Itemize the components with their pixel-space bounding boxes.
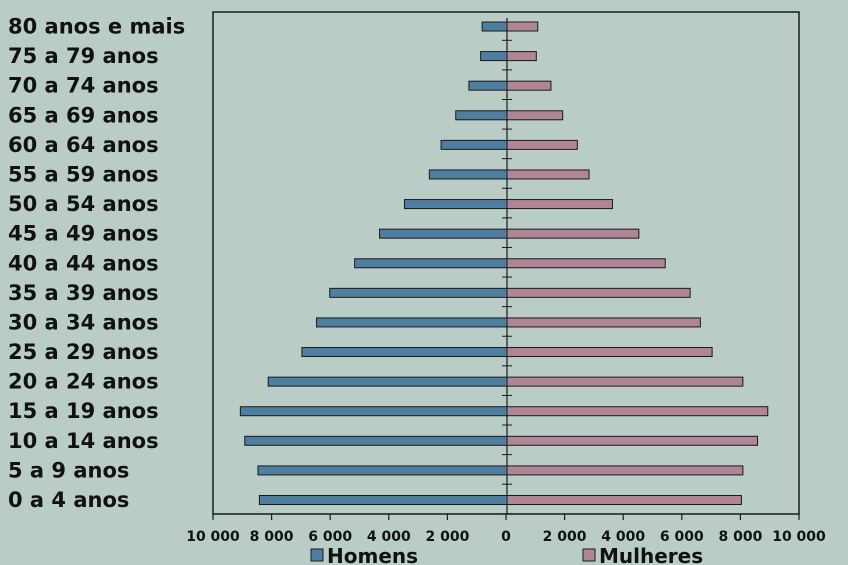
- x-tick-label: 0: [501, 529, 511, 545]
- age-group-label: 15 a 19 anos: [8, 399, 159, 423]
- legend-swatch-homens: [310, 548, 324, 562]
- x-tick-label: 10 000: [772, 529, 826, 545]
- bar-homens: [244, 435, 508, 446]
- bar-homens: [468, 80, 508, 91]
- bar-homens: [257, 465, 508, 476]
- bar-homens: [258, 495, 508, 505]
- age-group-label: 20 a 24 anos: [8, 370, 159, 394]
- bar-mulheres: [506, 495, 742, 505]
- bar-mulheres: [506, 80, 552, 91]
- bar-homens: [316, 317, 508, 328]
- bar-mulheres: [506, 465, 744, 476]
- age-group-label: 45 a 49 anos: [8, 222, 159, 246]
- age-group-labels: 80 anos e mais 75 a 79 anos 70 a 74 anos 65…: [8, 15, 185, 513]
- bar-mulheres: [506, 169, 590, 180]
- x-tick-label: 4 000: [367, 529, 411, 545]
- bar-mulheres: [506, 376, 744, 387]
- bar-mulheres: [506, 406, 769, 417]
- bar-homens: [379, 228, 508, 239]
- age-group-label: 50 a 54 anos: [8, 192, 159, 216]
- bar-homens: [440, 139, 508, 150]
- age-group-label: 0 a 4 anos: [8, 488, 129, 512]
- bars-group: [239, 21, 769, 515]
- x-tick-label: 2 000: [543, 529, 587, 545]
- bar-homens: [354, 258, 508, 269]
- age-group-label: 10 a 14 anos: [8, 429, 159, 453]
- legend-label-homens: Homens: [327, 544, 418, 565]
- age-group-label: 25 a 29 anos: [8, 340, 159, 364]
- bar-mulheres: [506, 435, 759, 446]
- bar-homens: [428, 169, 508, 180]
- bar-mulheres: [506, 317, 701, 328]
- age-group-label: 60 a 64 anos: [8, 133, 159, 157]
- legend-swatch-mulheres: [582, 548, 596, 562]
- x-tick-label: 6 000: [308, 529, 352, 545]
- age-group-label: 30 a 34 anos: [8, 310, 159, 334]
- bar-homens: [239, 406, 508, 417]
- bar-mulheres: [506, 199, 613, 210]
- x-tick-label: 8 000: [250, 529, 294, 545]
- bar-mulheres: [506, 139, 578, 150]
- bar-homens: [480, 51, 508, 62]
- age-group-label: 65 a 69 anos: [8, 103, 159, 127]
- age-group-label: 5 a 9 anos: [8, 458, 129, 482]
- x-tick-label: 2 000: [425, 529, 469, 545]
- x-tick-label: 6 000: [660, 529, 704, 545]
- bar-mulheres: [506, 228, 640, 239]
- x-tick-label: 8 000: [718, 529, 762, 545]
- age-group-label: 40 a 44 anos: [8, 251, 159, 275]
- bar-mulheres: [506, 21, 539, 32]
- bar-homens: [329, 287, 508, 298]
- bar-mulheres: [506, 258, 666, 269]
- bar-mulheres: [506, 110, 564, 121]
- legend-label-mulheres: Mulheres: [599, 544, 703, 565]
- age-group-label: 80 anos e mais: [8, 15, 185, 39]
- bar-mulheres: [506, 347, 713, 358]
- bar-homens: [403, 199, 508, 210]
- bar-homens: [301, 347, 508, 358]
- bar-mulheres: [506, 51, 537, 62]
- bar-mulheres: [506, 287, 691, 298]
- x-tick-label: 4 000: [601, 529, 645, 545]
- age-group-label: 70 a 74 anos: [8, 74, 159, 98]
- age-group-label: 55 a 59 anos: [8, 162, 159, 186]
- age-group-label: 35 a 39 anos: [8, 281, 159, 305]
- bar-homens: [481, 21, 508, 32]
- x-axis-ticks: 10 000 8 000 6 000 4 000 2 000 0 2 000 4 000 6 0…: [186, 514, 826, 545]
- bar-homens: [455, 110, 508, 121]
- x-tick-label: 10 000: [186, 529, 240, 545]
- bar-homens: [267, 376, 508, 387]
- age-group-label: 75 a 79 anos: [8, 44, 159, 68]
- legend: Homens Mulheres: [310, 544, 703, 565]
